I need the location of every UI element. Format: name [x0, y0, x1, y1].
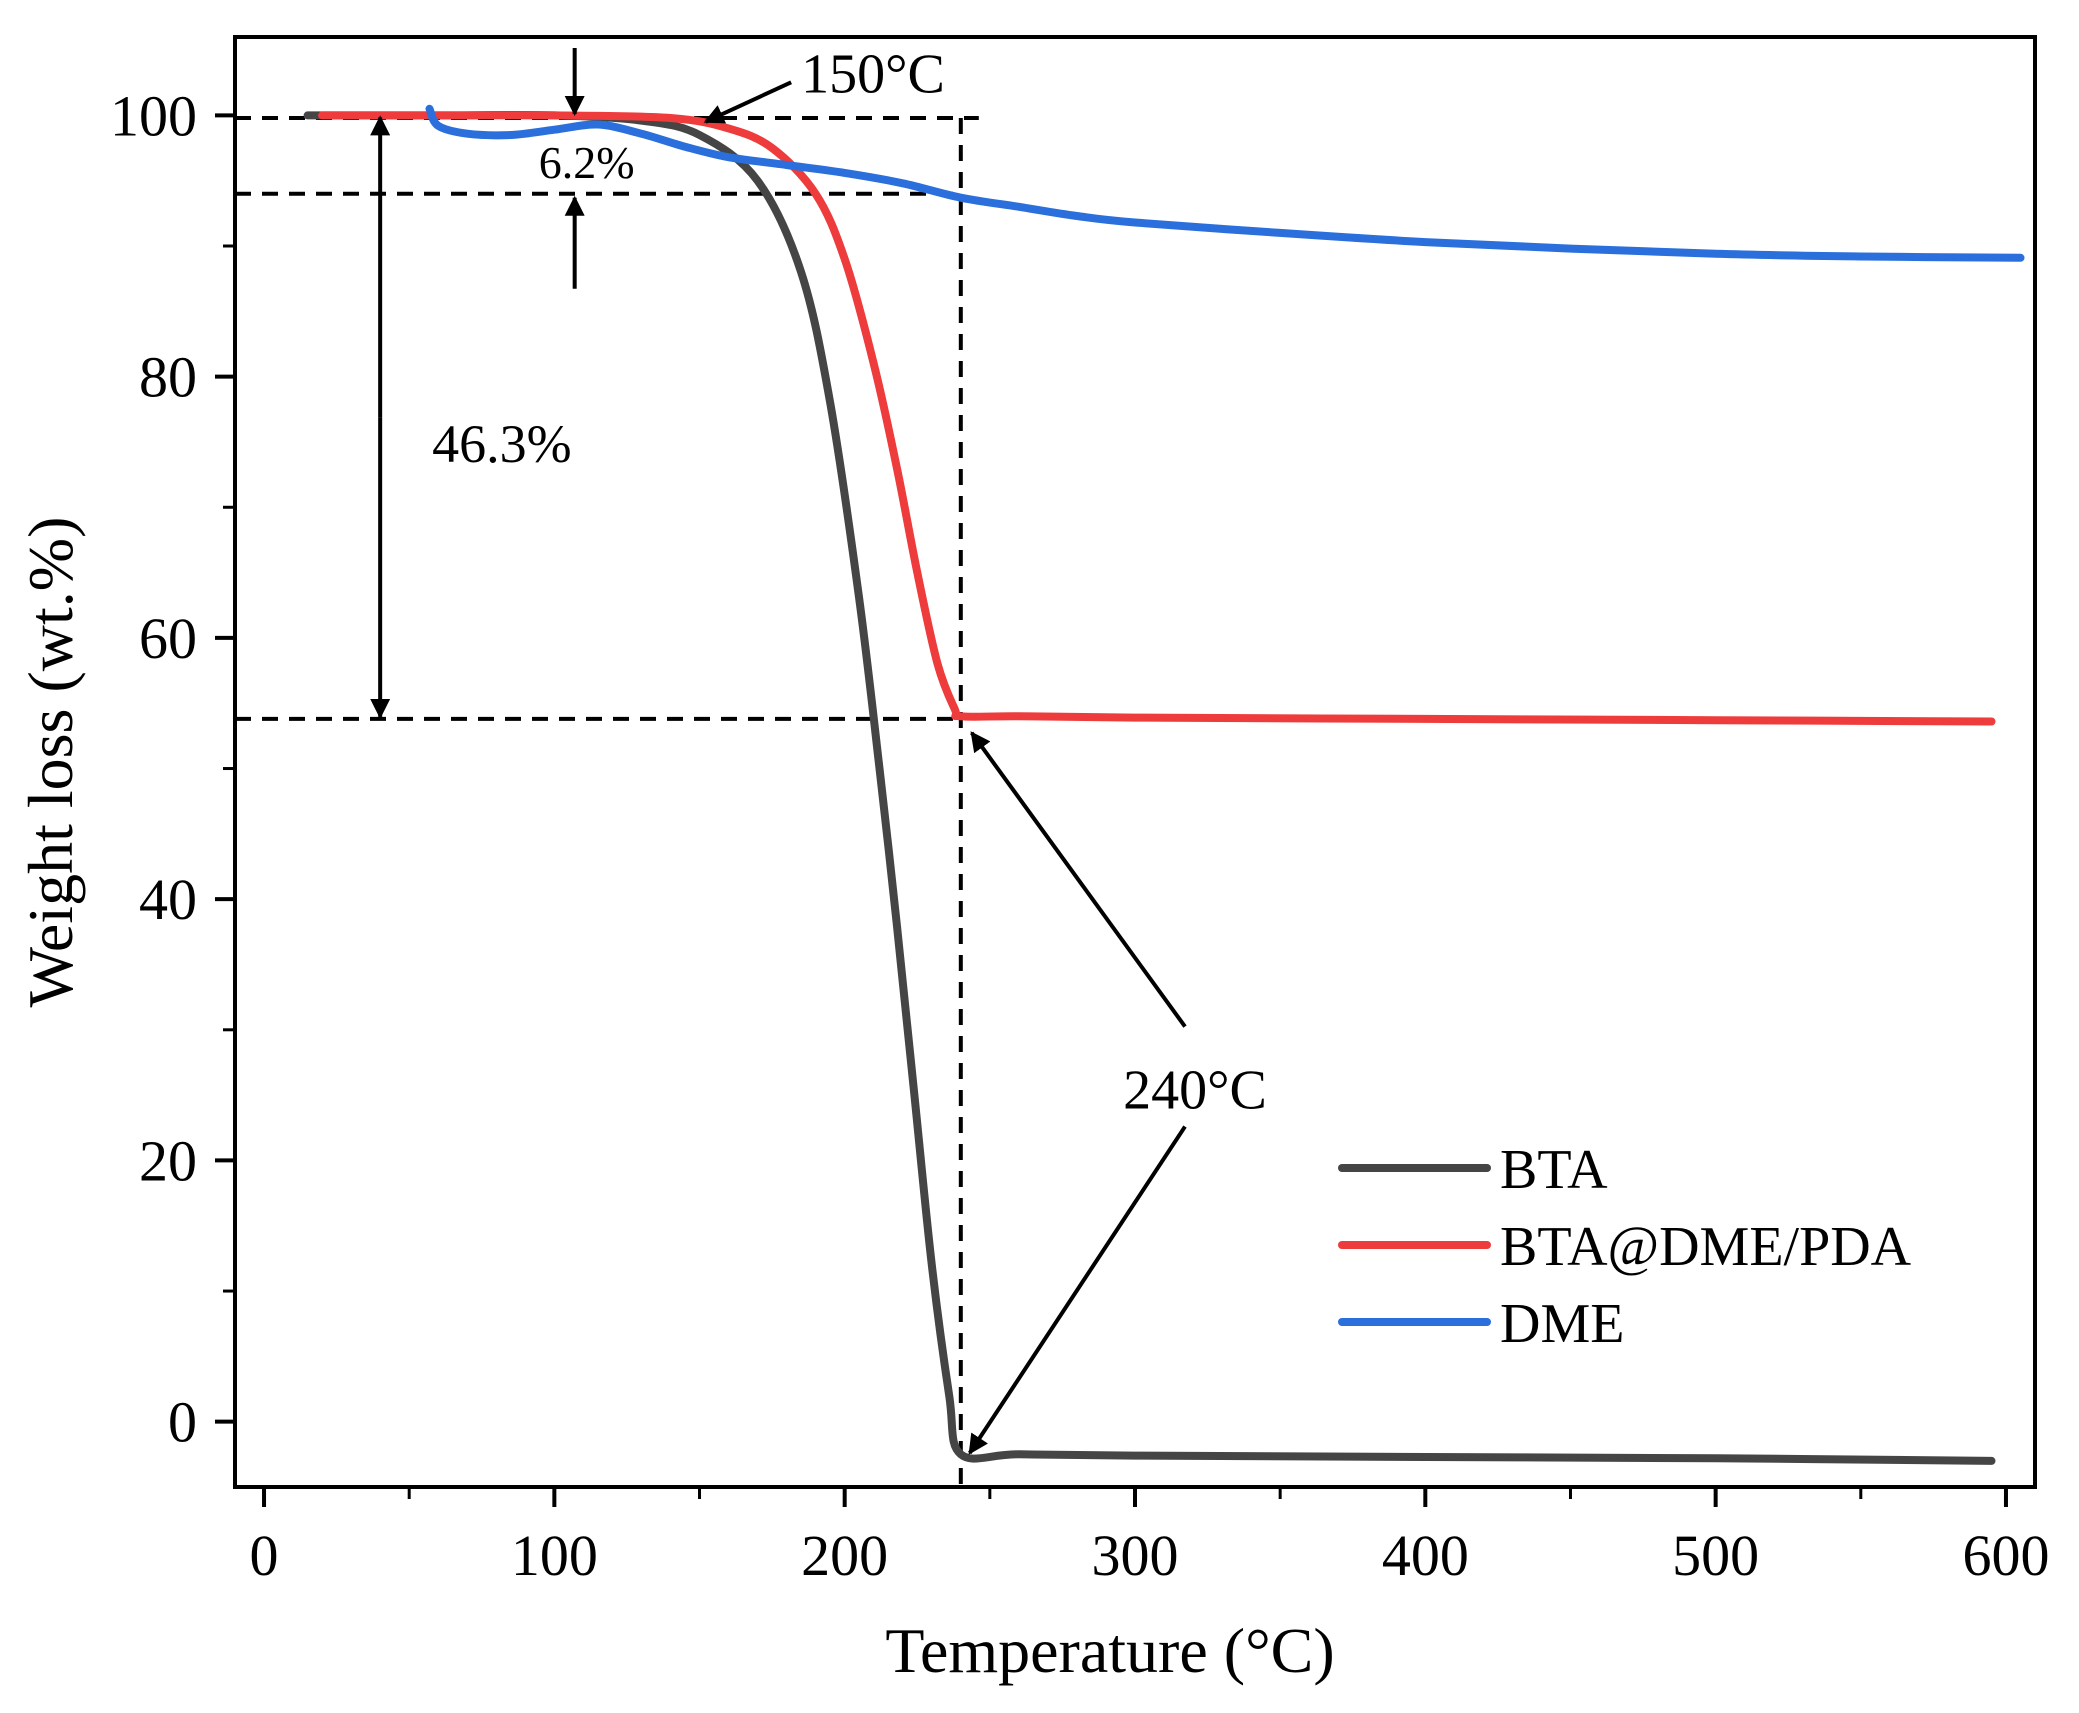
annotation-label-6-2: 6.2%	[539, 137, 635, 188]
y-tick-label: 0	[168, 1390, 197, 1455]
y-tick-label: 60	[139, 606, 197, 671]
x-tick-label: 0	[250, 1523, 279, 1588]
y-tick-label: 40	[139, 867, 197, 932]
y-tick-label: 100	[110, 83, 197, 148]
x-tick-label: 400	[1382, 1523, 1469, 1588]
annotation-label-150c: 150°C	[801, 43, 945, 105]
annotation-arrow-240c-lower	[968, 1125, 1187, 1455]
x-tick-label: 500	[1672, 1523, 1759, 1588]
series-line-dme	[425, 104, 2025, 262]
y-tick-label: 80	[139, 345, 197, 410]
annotation-arrow-240c-upper	[970, 731, 1187, 1028]
y-tick-label: 20	[139, 1128, 197, 1193]
legend-label-dme: DME	[1500, 1293, 1624, 1355]
series-line-bta	[303, 111, 1996, 1465]
annotation-label-240c: 240°C	[1123, 1060, 1267, 1122]
series-line-bta-dme-pda	[318, 111, 1996, 726]
x-tick-label: 600	[1962, 1523, 2049, 1588]
annotation-arrow-150c	[703, 80, 792, 124]
x-tick-label: 100	[511, 1523, 598, 1588]
legend-label-bta: BTA	[1500, 1139, 1608, 1201]
x-tick-label: 200	[801, 1523, 888, 1588]
x-axis-title: Temperature (°C)	[885, 1615, 1334, 1686]
annotation-label-46-3: 46.3%	[432, 414, 571, 474]
legend-label-bta-dme-pda: BTA@DME/PDA	[1500, 1216, 1912, 1278]
legend: BTA BTA@DME/PDA DME	[1338, 1139, 1912, 1355]
y-axis-title: Weight loss (wt.%)	[15, 517, 86, 1008]
x-tick-label: 300	[1092, 1523, 1179, 1588]
